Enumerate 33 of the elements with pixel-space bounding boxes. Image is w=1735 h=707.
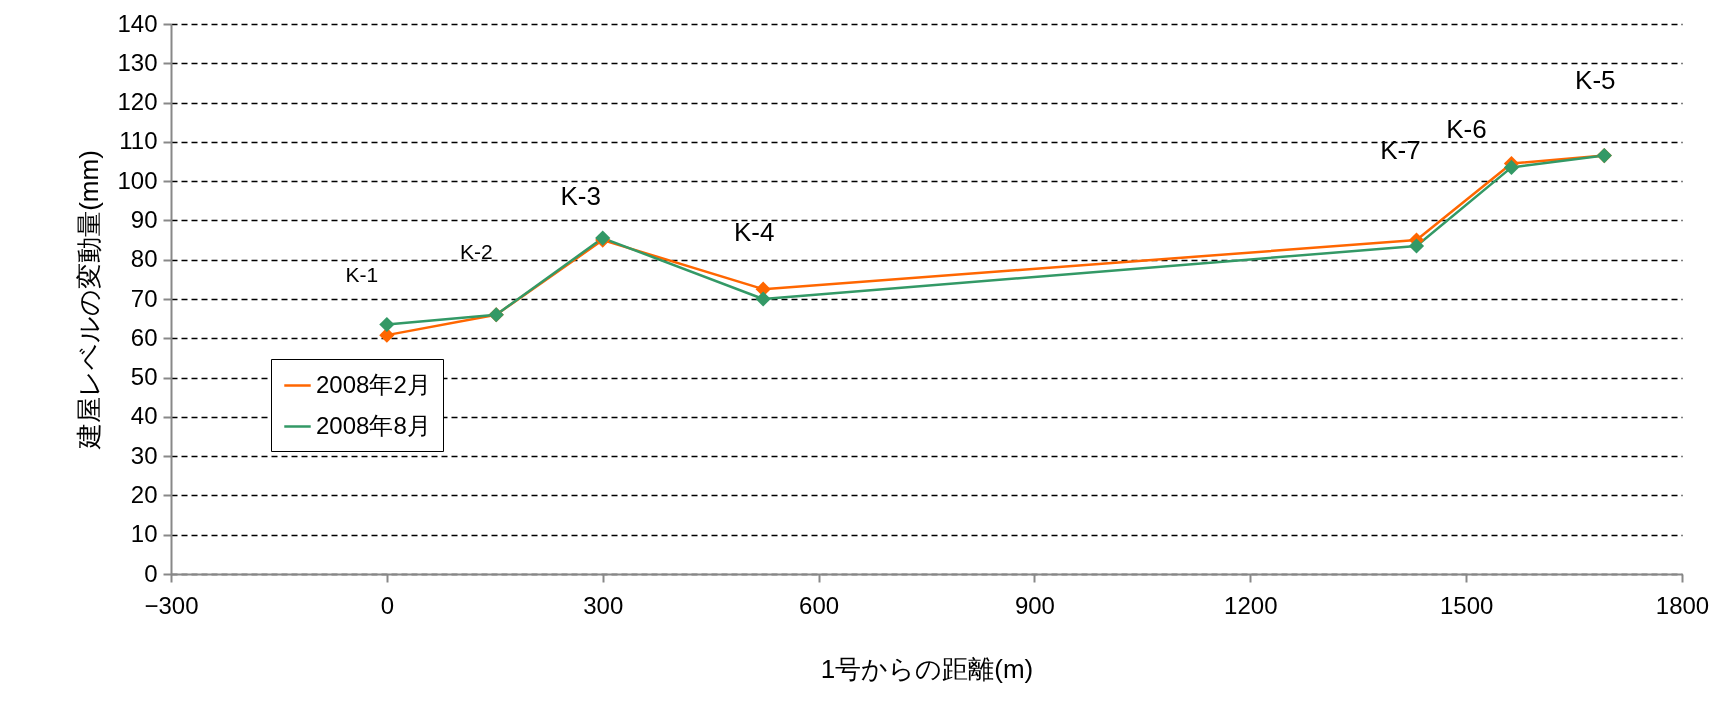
y-tick-label: 110 [119, 127, 158, 155]
y-tick-label: 80 [130, 245, 158, 273]
annotation: K-4 [733, 217, 775, 248]
y-tick-label: 130 [117, 48, 158, 76]
x-tick-label: 0 [380, 591, 395, 619]
y-tick-label: 140 [117, 9, 158, 37]
annotation: K-5 [1575, 64, 1616, 95]
x-tick-label: −300 [144, 591, 199, 619]
annotation: K-3 [560, 181, 601, 212]
legend-label: 2008年8月 [316, 411, 431, 439]
x-tick-label: 1200 [1224, 591, 1278, 619]
legend-label: 2008年2月 [316, 370, 431, 398]
y-tick-label: 40 [130, 402, 158, 430]
annotation: K-6 [1446, 114, 1487, 145]
y-tick-label: 70 [130, 284, 158, 312]
x-tick-label: 1800 [1655, 591, 1710, 619]
annotation: K-1 [345, 263, 379, 287]
y-tick-label: 60 [130, 323, 158, 351]
y-tick-label: 50 [130, 363, 158, 391]
x-tick-label: 1500 [1439, 591, 1494, 619]
y-axis-title: 建屋レベルの変動量(mm) [74, 150, 105, 450]
y-tick-label: 0 [144, 559, 158, 587]
y-tick-label: 120 [117, 88, 158, 116]
y-tick-label: 100 [117, 166, 158, 194]
y-tick-label: 20 [130, 480, 158, 508]
x-tick-label: 300 [583, 591, 624, 619]
y-tick-label: 10 [130, 520, 158, 548]
x-tick-label: 600 [799, 591, 840, 619]
annotation: K-2 [459, 239, 493, 263]
y-tick-label: 30 [130, 441, 158, 469]
x-axis-title: 1号からの距離(m) [820, 653, 1034, 684]
x-tick-label: 900 [1014, 591, 1055, 619]
y-tick-label: 90 [130, 205, 158, 233]
